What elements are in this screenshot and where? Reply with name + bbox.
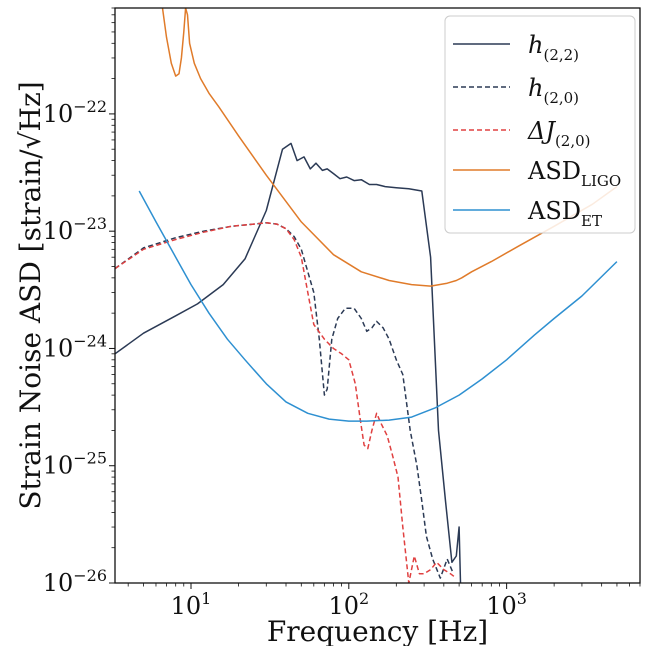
series-line-h-2-2 (115, 142, 462, 583)
y-tick-label: 10−26 (43, 566, 107, 597)
series-line-asd-et (138, 190, 618, 422)
y-tick-label: 10−23 (43, 214, 107, 245)
series-line-h-2-0 (115, 222, 455, 579)
x-tick-label: 103 (486, 589, 527, 620)
y-axis-label: Strain Noise ASD [strain/√Hz] (14, 81, 47, 509)
legend: h(2,2) h(2,0) ΔJ(2,0) ASDLIGO ASDET (444, 15, 636, 234)
y-tick-label: 10−24 (43, 331, 107, 362)
series-line-j-2-0 (115, 222, 457, 583)
series-line-asd-ligo (161, 8, 618, 287)
plot-frame (114, 7, 641, 584)
legend-box (444, 15, 636, 234)
legend-label-asd-ligo: ASDLIGO (527, 157, 621, 190)
legend-label-h-2-2: h(2,2) (528, 31, 579, 64)
y-tick-label: 10−22 (43, 97, 107, 128)
legend-label-j-2-0: ΔJ(2,0) (527, 117, 591, 150)
tick-layer: 101 102 103 10−26 10−25 10−24 10−23 10−22 (43, 7, 641, 620)
x-tick-label: 101 (171, 589, 212, 620)
legend-label-h-2-0: h(2,0) (528, 74, 579, 107)
x-tick-label: 102 (328, 589, 369, 620)
x-axis-label: Frequency [Hz] (267, 615, 488, 646)
series-layer (115, 8, 618, 583)
legend-label-asd-et: ASDET (527, 197, 602, 230)
y-tick-label: 10−25 (43, 449, 107, 480)
